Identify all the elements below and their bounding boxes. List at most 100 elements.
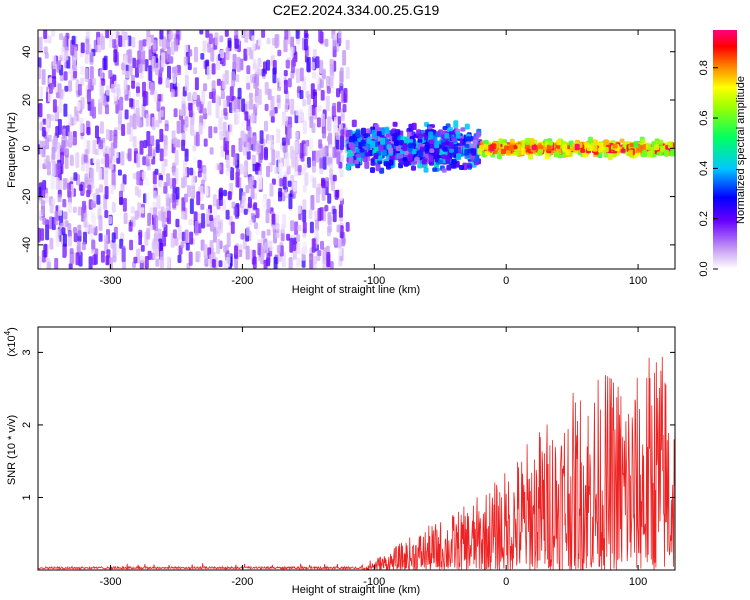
snr-x-tick-label: 100 [629, 576, 647, 588]
spectrogram-cell [312, 255, 317, 269]
spectrogram-cell [125, 70, 130, 79]
spectrogram-cell [316, 117, 321, 128]
spectrogram-cell [243, 166, 248, 176]
spectrogram-cell [241, 98, 246, 112]
spectrogram-cell [279, 178, 284, 187]
spectrogram-cell [229, 122, 234, 136]
spectrogram-cell [183, 160, 187, 177]
spectrogram-cell [162, 230, 167, 247]
spectrogram-cell [208, 33, 213, 44]
spectrogram-cell [308, 209, 313, 220]
spectrogram-cell [315, 75, 320, 85]
spectrogram-cell [340, 113, 345, 122]
spectrogram-cell [146, 227, 151, 240]
spectrogram-cell [284, 30, 289, 40]
spectrogram-cell [68, 131, 73, 140]
spectrogram-cell [327, 193, 332, 204]
spectrogram-cell [252, 163, 257, 172]
spectrogram-cell [215, 103, 220, 119]
spectrogram-cell [475, 131, 481, 138]
spectrogram-cell [241, 195, 246, 207]
spectrogram-cell [216, 78, 221, 86]
spectrogram-cell [147, 37, 152, 50]
spectrogram-cell [319, 79, 324, 88]
spectrogram-cell [257, 242, 262, 256]
spectrogram-cell [230, 221, 235, 234]
spectrogram-cell [289, 145, 294, 160]
spectrogram-cell [40, 228, 45, 241]
spectrogram-x-tick-label: -100 [363, 275, 385, 287]
spectrogram-cell [336, 224, 341, 233]
spectrogram-cell [276, 128, 281, 144]
colorbar-tick-label: 0.8 [698, 60, 710, 75]
snr-x-ticks: -300 -200 -100 0 100 [100, 327, 647, 588]
spectrogram-cell [147, 144, 152, 157]
spectrogram-cell [260, 245, 265, 258]
spectrogram-cell [136, 86, 140, 94]
spectrogram-cell [197, 171, 202, 178]
spectrogram-cell [280, 75, 284, 88]
spectrogram-cell [87, 184, 92, 195]
spectrogram-cell [420, 146, 425, 152]
spectrogram-cell [159, 174, 164, 181]
spectrogram-cell [89, 66, 94, 82]
spectrogram-cell [291, 59, 295, 74]
spectrogram-cell [246, 150, 251, 160]
spectrogram-cell [116, 83, 121, 92]
spectrogram-cell [72, 115, 77, 125]
spectrogram-cell [104, 210, 109, 218]
spectrogram-cell [70, 253, 75, 264]
spectrogram-x-label: Height of straight line (km) [292, 284, 420, 296]
spectrogram-cell [277, 49, 282, 57]
spectrogram-cell [500, 148, 506, 155]
spectrogram-cell [144, 256, 149, 269]
spectrogram-cell [41, 200, 45, 216]
spectrogram-cell [272, 67, 277, 84]
spectrogram-cell [122, 61, 126, 75]
spectrogram-y-tick-label: -40 [21, 237, 33, 253]
spectrogram-cell [370, 158, 376, 166]
spectrogram-cell [44, 52, 49, 59]
spectrogram-cell [247, 126, 252, 143]
spectrogram-cell [322, 127, 327, 139]
spectrogram-cell [189, 167, 194, 176]
spectrogram-cell [282, 176, 287, 190]
spectrogram-cell [207, 42, 212, 53]
spectrogram-cell [200, 203, 205, 210]
spectrogram-cell [184, 229, 189, 245]
spectrogram-cell [47, 35, 52, 44]
spectrogram-cell [147, 212, 152, 227]
spectrogram-cell [250, 74, 255, 84]
spectrogram-cell [243, 208, 248, 215]
spectrogram-cell [337, 30, 342, 39]
spectrogram-cell [111, 202, 116, 213]
spectrogram-cell [138, 229, 143, 239]
spectrogram-cell [448, 127, 454, 132]
spectrogram-cell [146, 131, 151, 147]
figure-title: C2E2.2024.334.00.25.G19 [273, 2, 440, 18]
spectrogram-cell [326, 251, 331, 268]
spectrogram-cell [112, 39, 117, 49]
spectrogram-cell [128, 65, 133, 77]
spectrogram-cell [428, 131, 434, 139]
snr-multiplier-base: (x10 [6, 335, 18, 356]
spectrogram-cell [283, 70, 288, 77]
spectrogram-cell [132, 113, 137, 130]
spectrogram-cell [111, 170, 116, 186]
spectrogram-cell [333, 237, 337, 246]
spectrogram-cell [448, 141, 454, 149]
spectrogram-cell [398, 154, 404, 159]
colorbar-tick-label: 0.6 [698, 110, 710, 125]
spectrogram-cell [271, 213, 276, 225]
spectrogram-cell [438, 151, 444, 156]
spectrogram-cell [332, 102, 337, 117]
spectrogram-cell [592, 144, 598, 152]
spectrogram-cell [332, 208, 337, 223]
spectrogram-cell [504, 145, 510, 151]
spectrogram-cell [464, 144, 470, 149]
spectrogram-cell [253, 202, 258, 210]
spectrogram-y-tick-label: 20 [21, 94, 33, 106]
spectrogram-cell [245, 142, 250, 152]
spectrogram-cell [95, 125, 99, 139]
